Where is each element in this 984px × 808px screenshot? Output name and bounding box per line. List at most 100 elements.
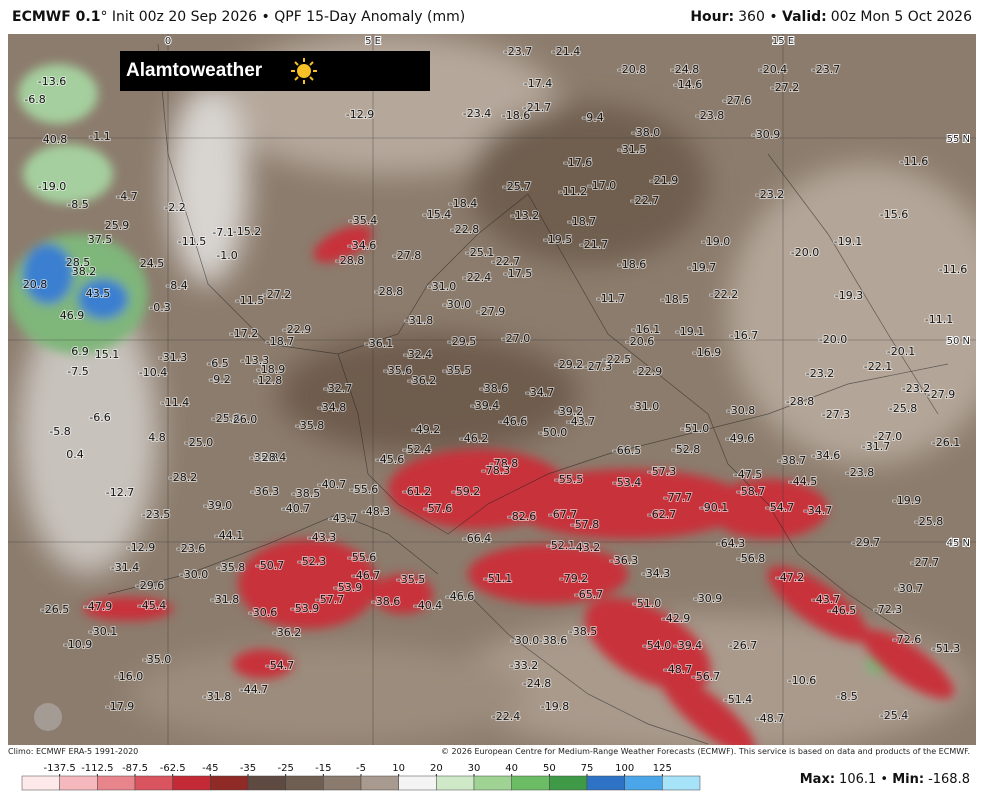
tick-label: -5 [356,763,366,774]
tick-label: -45 [202,763,218,774]
tick-label: 40 [505,763,518,774]
map-label: -30.1 [89,625,117,638]
map-label: -0.3 [149,301,170,314]
color-box [436,775,475,791]
map-label: -12.8 [254,374,282,387]
color-box [247,775,286,791]
map-label: -22.2 [710,288,738,301]
map-label: -13.3 [241,354,269,367]
map-label: -28.8 [336,254,364,267]
tick-label: 20 [430,763,443,774]
map-label: -15.4 [423,208,451,221]
map-label: -22.4 [492,710,520,723]
map-label: -31.3 [159,351,187,364]
map-label: -43.3 [308,531,336,544]
map-label: -20.6 [626,335,654,348]
map-label: -90.1 [700,501,728,514]
map-label: -25.8 [915,515,943,528]
map-label: -35.0 [143,653,171,666]
map-label: -15.6 [880,208,908,221]
map-label: -22.5 [603,353,631,366]
map-label: 46.9 [60,309,85,322]
map-label: -38.6 [480,382,508,395]
map-label: -77.7 [664,491,692,504]
map-label: -18.7 [568,215,596,228]
map-label: -20.0 [819,333,847,346]
color-box [662,775,701,791]
map-label: -79.2 [560,572,588,585]
map-label: -27.3 [822,408,850,421]
map-label: -57.8 [571,518,599,531]
map-label: -29.2 [555,358,583,371]
map-label: -51.0 [633,597,661,610]
map-label: -78.8 [490,457,518,470]
map-label: 38.2 [72,265,97,278]
map-label: -20.8 [618,63,646,76]
negative-anomaly [83,225,955,745]
map-label: -50.0 [539,426,567,439]
map-label: -17.2 [230,327,258,340]
grid-label: 55 N [947,134,970,145]
map-label: -34.7 [526,386,554,399]
map-label: -36.3 [610,554,638,567]
map-label: -54.0 [643,639,671,652]
color-box [134,775,173,791]
map-label: -22.7 [492,255,520,268]
map-label: -82.6 [508,510,536,523]
map-label: -23.2 [756,188,784,201]
map-label: -34.6 [812,449,840,462]
map-label: -30.0 [511,634,539,647]
map-label: -22.8 [451,223,479,236]
color-box [511,775,550,791]
map-label: -19.0 [38,180,66,193]
color-box [210,775,249,791]
stats: Max: 106.1 • Min: -168.8 [800,772,970,787]
map-label: -27.0 [502,332,530,345]
map-label: -12.9 [346,108,374,121]
map-label: -27.2 [263,288,291,301]
map-label: -61.2 [403,485,431,498]
map-label: -19.1 [834,235,862,248]
map-label: -21.9 [650,174,678,187]
map-label: -15.2 [233,225,261,238]
map-label: -38.5 [292,487,320,500]
map-label: -30.9 [694,592,722,605]
map-label: -65.7 [575,588,603,601]
map-label: -55.5 [555,473,583,486]
map-label: -27.7 [911,556,939,569]
color-box [473,775,512,791]
map-label: -25.4 [880,709,908,722]
map-label: -72.3 [874,603,902,616]
map-label: -23.6 [177,542,205,555]
tick-label: -87.5 [122,763,148,774]
map-label: -46.5 [828,604,856,617]
map-label: 37.5 [88,233,113,246]
grid-label: 5 E [365,36,381,47]
max: 106.1 • [839,772,889,787]
map-label: -38.5 [569,625,597,638]
hour: 360 • [738,9,778,25]
tick-label: 75 [581,763,594,774]
tick-label: -25 [277,763,293,774]
header-right: Hour: 360 • Valid: 00z Mon 5 Oct 2026 [690,9,972,25]
map-label: -66.5 [613,444,641,457]
map-label: -12.7 [106,486,134,499]
positive-anomaly [8,64,890,674]
map-label: 43.5 [86,287,111,300]
map-label: -6.8 [24,93,45,106]
map-label: -26.7 [729,639,757,652]
map-label: -1.1 [89,130,110,143]
model: ECMWF 0.1 [12,9,101,25]
map-label: -19.0 [702,235,730,248]
map-label: -11.7 [597,292,625,305]
map-label: -11.5 [236,294,264,307]
map-label: -33.2 [510,659,538,672]
map-label: 24.5 [140,257,165,270]
map-label: -27.9 [927,388,955,401]
map-label: -53.9 [334,581,362,594]
map-label: -28.4 [258,451,286,464]
tick-label: 125 [653,763,672,774]
map-label: -23.2 [806,367,834,380]
tick-label: 100 [615,763,634,774]
